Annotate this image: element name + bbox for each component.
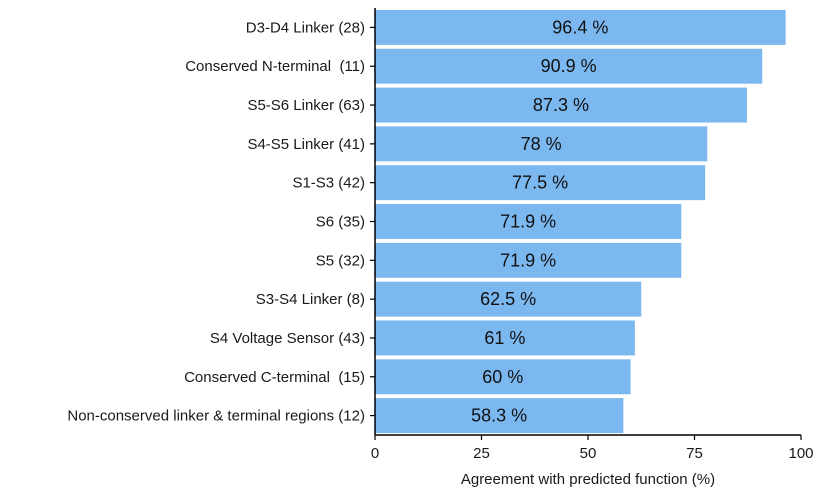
- bar-data-label: 71.9 %: [500, 212, 556, 232]
- x-axis-title: Agreement with predicted function (%): [461, 471, 715, 488]
- bar-data-label: 62.5 %: [480, 289, 536, 309]
- category-label: Non-conserved linker & terminal regions …: [67, 408, 365, 425]
- x-axis: 0 25 50 75 100: [371, 434, 814, 462]
- category-label: Conserved C-terminal (15): [184, 369, 365, 386]
- y-axis: [370, 8, 376, 435]
- bar: [375, 359, 631, 395]
- bar: [375, 242, 682, 278]
- category-label: S3-S4 Linker (8): [256, 291, 365, 308]
- bar-data-label: 61 %: [484, 328, 525, 348]
- bar-data-label: 78 %: [521, 134, 562, 154]
- category-label: D3-D4 Linker (28): [246, 19, 365, 36]
- bar: [375, 398, 624, 434]
- x-tick-label: 0: [371, 445, 379, 462]
- bar: [375, 126, 708, 162]
- category-label: S5 (32): [316, 252, 365, 269]
- category-labels-group: D3-D4 Linker (28) Conserved N-terminal (1…: [67, 19, 365, 424]
- bar: [375, 48, 763, 84]
- category-label: Conserved N-terminal (11): [185, 58, 365, 75]
- bar-data-label: 77.5 %: [512, 173, 568, 193]
- x-tick-label: 100: [788, 445, 813, 462]
- x-tick-label: 25: [473, 445, 490, 462]
- bar-data-label: 87.3 %: [533, 95, 589, 115]
- bar: [375, 87, 747, 123]
- category-label: S4 Voltage Sensor (43): [210, 330, 365, 347]
- category-label: S6 (35): [316, 214, 365, 231]
- bars-group: 96.4 % 90.9 % 87.3 % 78 % 77.5 % 71.9 % 71.9 %…: [375, 9, 786, 434]
- bar: [375, 204, 682, 239]
- bar-data-label: 96.4 %: [552, 17, 608, 37]
- bar-data-label: 71.9 %: [500, 250, 556, 270]
- bar: [375, 320, 635, 356]
- bar-data-label: 60 %: [482, 367, 523, 387]
- x-tick-label: 50: [580, 445, 597, 462]
- category-label: S4-S5 Linker (41): [247, 136, 365, 153]
- bar-data-label: 58.3 %: [471, 406, 527, 426]
- bar: [375, 9, 786, 45]
- bar: [375, 281, 642, 317]
- category-label: S1-S3 (42): [292, 175, 365, 192]
- category-label: S5-S6 Linker (63): [247, 97, 365, 114]
- bar: [375, 165, 706, 201]
- bar-data-label: 90.9 %: [541, 56, 597, 76]
- x-tick-label: 75: [686, 445, 703, 462]
